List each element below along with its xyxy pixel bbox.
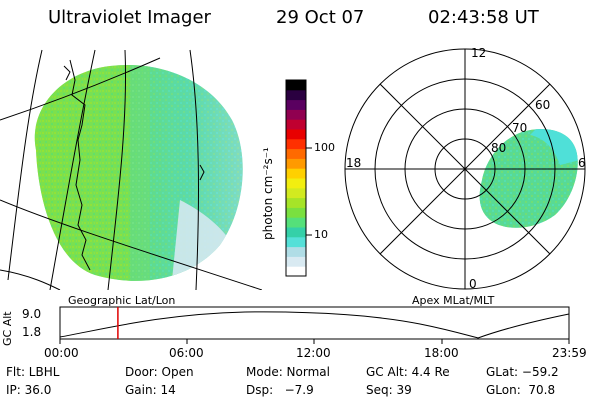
colorbar-segment xyxy=(286,217,306,228)
colorbar-segment xyxy=(286,246,306,257)
colorbar-segment xyxy=(286,99,306,110)
status-gc-alt: GC Alt: 4.4 Re xyxy=(366,365,450,379)
colorbar-segment xyxy=(286,266,306,277)
colorbar-segment xyxy=(286,207,306,218)
status-filter: Flt: LBHL xyxy=(6,365,60,379)
colorbar-segment xyxy=(286,119,306,130)
x-tick-0600: 06:00 xyxy=(169,346,204,360)
status-glon: GLon: 70.8 xyxy=(486,383,556,397)
status-gain: Gain: 14 xyxy=(125,383,176,397)
colorbar-segment xyxy=(286,80,306,91)
status-dsp: Dsp: −7.9 xyxy=(246,383,314,397)
altitude-ylabel: GC Alt xyxy=(1,311,14,346)
x-tick-1800: 18:00 xyxy=(424,346,459,360)
colorbar-segment xyxy=(286,227,306,238)
instrument-title: Ultraviolet Imager xyxy=(48,7,211,28)
mlt-label-0: 0 xyxy=(469,277,477,291)
status-ip: IP: 36.0 xyxy=(6,383,52,397)
colorbar-segment xyxy=(286,187,306,199)
mlt-label-6: 6 xyxy=(578,156,586,170)
time-label: 02:43:58 UT xyxy=(428,7,539,28)
colorbar-segment xyxy=(286,256,306,267)
apex-label: Apex MLat/MLT xyxy=(412,294,495,307)
date-label: 29 Oct 07 xyxy=(276,7,365,28)
geographic-label: Geographic Lat/Lon xyxy=(68,294,176,307)
altitude-plot xyxy=(59,306,570,344)
colorbar-segment xyxy=(286,89,306,101)
x-tick-0000: 00:00 xyxy=(44,346,79,360)
status-mode: Mode: Normal xyxy=(246,365,330,379)
geographic-image xyxy=(0,49,262,290)
colorbar-segment xyxy=(286,178,306,189)
colorbar-segment xyxy=(286,236,306,248)
status-door: Door: Open xyxy=(125,365,194,379)
colorbar-tick-10: 10 xyxy=(314,228,328,241)
lat-label-70: 70 xyxy=(512,121,528,135)
colorbar xyxy=(286,80,306,277)
colorbar-segment xyxy=(286,168,306,179)
colorbar-segment xyxy=(286,158,306,169)
x-tick-2359: 23:59 xyxy=(552,346,587,360)
mlt-label-12: 12 xyxy=(471,46,487,60)
colorbar-segment xyxy=(286,148,306,159)
colorbar-segment xyxy=(286,197,306,208)
colorbar-segment xyxy=(286,109,306,120)
status-glat: GLat: −59.2 xyxy=(486,365,559,379)
colorbar-segment xyxy=(286,138,306,150)
colorbar-unit-label: photon cm⁻²s⁻¹ xyxy=(261,147,275,240)
lat-label-60: 60 xyxy=(535,98,551,112)
colorbar-segment xyxy=(286,129,306,140)
x-tick-1200: 12:00 xyxy=(296,346,331,360)
altitude-ytick-min: 1.8 xyxy=(22,325,42,339)
status-seq: Seq: 39 xyxy=(366,383,412,397)
altitude-ytick-max: 9.0 xyxy=(22,307,42,321)
mlt-label-18: 18 xyxy=(346,156,362,170)
colorbar-tick-100: 100 xyxy=(314,141,335,154)
polar-plot xyxy=(344,48,586,290)
lat-label-80: 80 xyxy=(491,141,507,155)
